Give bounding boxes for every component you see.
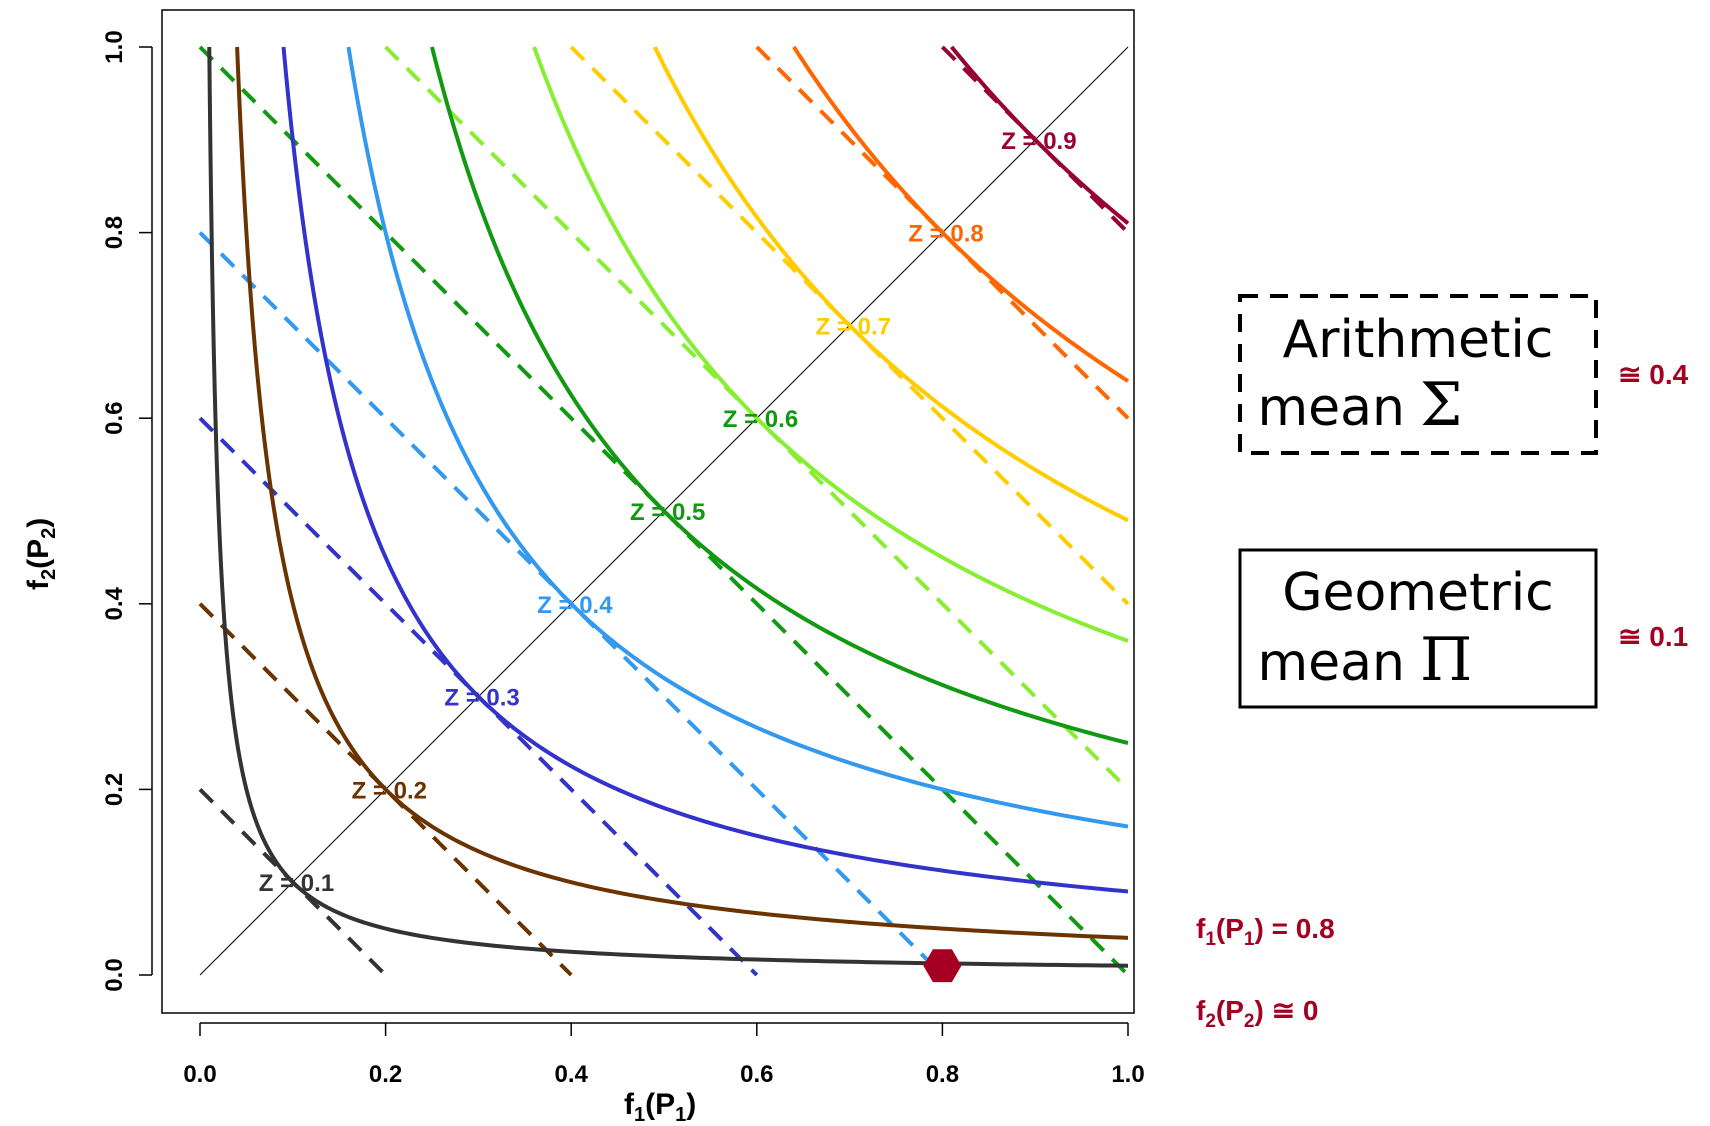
pi-symbol: Π (1420, 625, 1472, 695)
x-tick-label: 0.2 (369, 1061, 402, 1088)
y-tick-label: 0.4 (101, 586, 128, 620)
z-labels-layer: Z = 0.1 Z = 0.2 Z = 0.3 Z = 0.4 Z = 0.5 Z = 0… (259, 128, 1077, 897)
axes-layer: 0.0 0.2 0.4 0.6 0.8 1.0 0.0 0.2 0.4 0.6 0.8 1.0 (101, 30, 1145, 1088)
legend-geometric-box (1238, 548, 1598, 709)
arithmetic-line-z-0-5 (198, 45, 1130, 977)
z-label-0-9: Z = 0.9 (1001, 128, 1076, 155)
geometric-curve-z-0-4 (346, 46, 1129, 829)
plot-frame (161, 9, 1135, 1014)
annotation-f2-end: ) ≅ 0 (1254, 995, 1318, 1026)
annotation-f1-end: ) = 0.8 (1254, 913, 1334, 944)
y-tick-label: 0.0 (101, 958, 128, 991)
z-label-0-1: Z = 0.1 (259, 870, 334, 897)
x-axis-title-mid: (P (645, 1088, 675, 1121)
geometric-curve-z-0-5 (430, 46, 1129, 745)
y-tick-label: 0.2 (101, 773, 128, 806)
point-marker-hexagon (923, 949, 962, 983)
geometric-curve-z-0-8 (792, 45, 1130, 383)
x-axis-title-sub2: 1 (675, 1104, 686, 1126)
annotation-f2: f2(P2) ≅ 0 (1196, 995, 1318, 1032)
legend-arithmetic-box (1238, 294, 1598, 455)
geometric-curve-z-0-1 (207, 46, 1129, 968)
z-label-0-8: Z = 0.8 (908, 221, 983, 248)
y-axis-title-sub2: 2 (38, 528, 60, 539)
y-axis-title: f2(P2) (22, 518, 60, 590)
arithmetic-line-z-0-8 (755, 45, 1130, 420)
geometric-curve-z-0-3 (281, 46, 1129, 894)
legend-arithmetic-line2: mean (1258, 378, 1405, 438)
geometric-curve-z-0-9 (949, 45, 1130, 225)
geometric-curve-z-0-2 (235, 46, 1129, 940)
z-label-0-4: Z = 0.4 (537, 592, 613, 619)
x-axis-title: f1(P1) (624, 1088, 696, 1126)
y-tick-label: 1.0 (101, 30, 128, 63)
marker-layer (923, 949, 962, 983)
y-axis-title-sub1: 2 (38, 569, 60, 580)
x-tick-label: 1.0 (1111, 1061, 1144, 1088)
y-tick-label: 0.6 (101, 402, 128, 435)
legend-arithmetic-value: ≅ 0.4 (1618, 359, 1689, 390)
z-label-0-2: Z = 0.2 (352, 777, 427, 804)
annotation-f1-sub2: 1 (1244, 929, 1255, 950)
z-label-0-7: Z = 0.7 (816, 313, 891, 340)
geometric-curves-layer (207, 45, 1130, 968)
annotation-f2-sub2: 2 (1244, 1011, 1255, 1032)
annotation-f1-mid: (P (1216, 913, 1244, 944)
y-axis-title-mid: (P (22, 539, 55, 569)
x-tick-label: 0.0 (183, 1061, 216, 1088)
sigma-symbol: Σ (1420, 370, 1462, 440)
annotation-f1-sub1: 1 (1205, 929, 1216, 950)
annotation-f2-mid: (P (1216, 995, 1244, 1026)
legend-arithmetic: Arithmetic mean Σ ≅ 0.4 (1238, 294, 1689, 455)
plot-area: Z = 0.1 Z = 0.2 Z = 0.3 Z = 0.4 Z = 0.5 Z = 0… (161, 9, 1135, 1014)
geometric-curve-z-0-7 (652, 46, 1129, 523)
x-axis-title-sub1: 1 (634, 1104, 645, 1126)
x-axis-title-base: f (624, 1088, 635, 1121)
y-axis-title-base: f (22, 579, 55, 590)
z-label-0-5: Z = 0.5 (630, 499, 705, 526)
y-tick-label: 0.8 (101, 216, 128, 249)
annotation-f2-base: f (1196, 995, 1206, 1026)
x-tick-label: 0.8 (926, 1061, 959, 1088)
legend-geometric-line2: mean (1258, 633, 1405, 693)
annotation-f1-base: f (1196, 913, 1206, 944)
annotation-f2-sub1: 2 (1205, 1011, 1216, 1032)
x-tick-label: 0.6 (740, 1061, 773, 1088)
z-label-0-6: Z = 0.6 (723, 406, 798, 433)
geometric-curve-z-0-6 (532, 46, 1129, 643)
y-axis-title-end: ) (22, 518, 55, 528)
x-axis-title-end: ) (686, 1088, 696, 1121)
z-label-0-3: Z = 0.3 (444, 685, 519, 712)
arithmetic-line-z-0-2 (198, 602, 573, 977)
annotation-f1: f1(P1) = 0.8 (1196, 913, 1335, 950)
legend-arithmetic-line1: Arithmetic (1283, 310, 1554, 370)
legend-geometric-value: ≅ 0.1 (1618, 621, 1688, 652)
x-tick-label: 0.4 (555, 1061, 589, 1088)
legend-geometric: Geometric mean Π ≅ 0.1 (1238, 548, 1688, 709)
legend-geometric-line1: Geometric (1282, 563, 1554, 623)
